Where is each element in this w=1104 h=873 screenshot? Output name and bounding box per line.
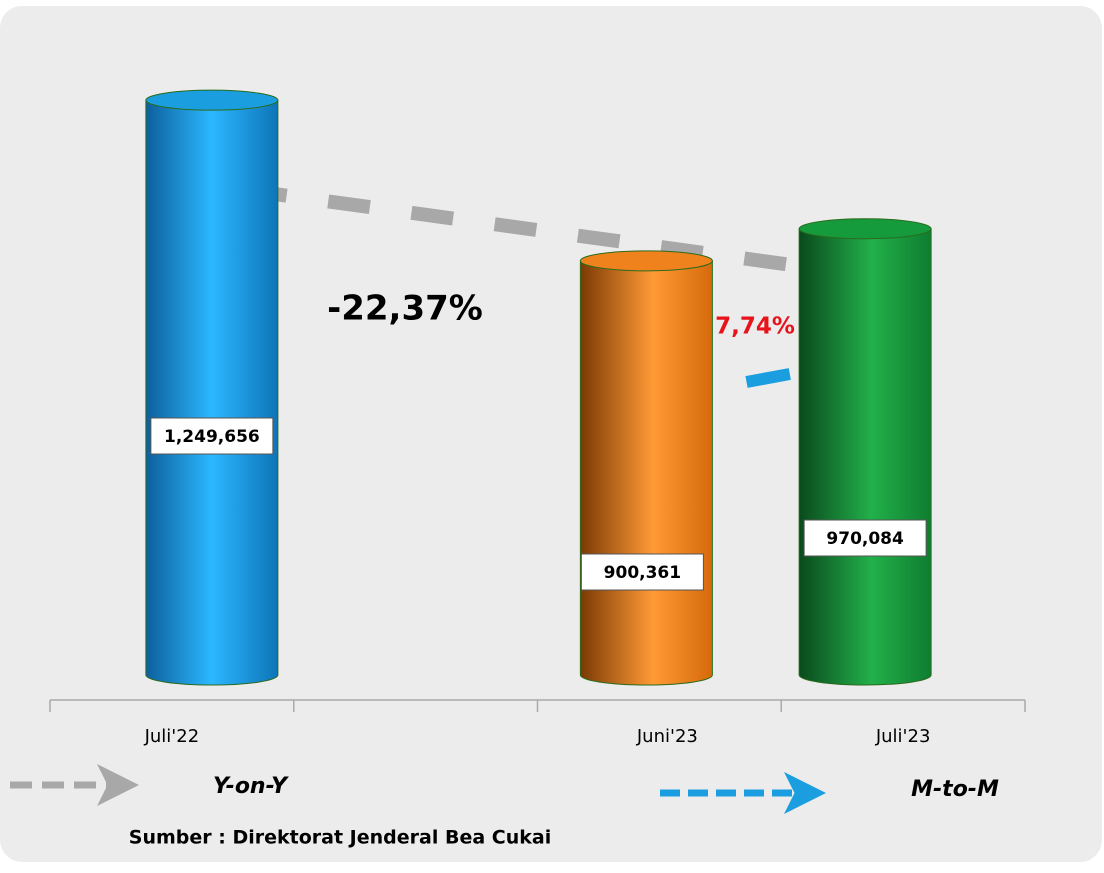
x-tick-label: Juni'23 — [636, 726, 698, 747]
legend-label: M-to-M — [911, 777, 999, 802]
data-label-box — [803, 519, 927, 557]
cylinder-top — [145, 89, 279, 111]
data-label: 1,249,656 — [164, 427, 260, 447]
cylinder-top — [579, 250, 713, 272]
source: Sumber : Direktorat Jenderal Bea Cukai — [129, 827, 551, 849]
cylinder-top — [798, 218, 932, 240]
mtm-annotation: 7,74% — [715, 314, 795, 340]
data-label: 900,361 — [604, 563, 681, 583]
yoy-arrow — [244, 183, 914, 312]
x-tick-label: Juli'22 — [144, 726, 200, 747]
cylinder-body — [798, 228, 932, 686]
cylinder — [798, 218, 932, 686]
data-label: 970,084 — [826, 529, 904, 549]
yoy-annotation: -22,37% — [327, 289, 483, 329]
cylinder-body — [145, 99, 279, 686]
cylinder — [579, 250, 713, 686]
cylinder — [145, 89, 279, 686]
x-tick-label: Juli'23 — [875, 726, 931, 747]
data-label-box — [580, 553, 704, 591]
cylinder-body — [579, 260, 713, 686]
data-label-box — [150, 417, 274, 455]
legend-label: Y-on-Y — [213, 774, 289, 799]
